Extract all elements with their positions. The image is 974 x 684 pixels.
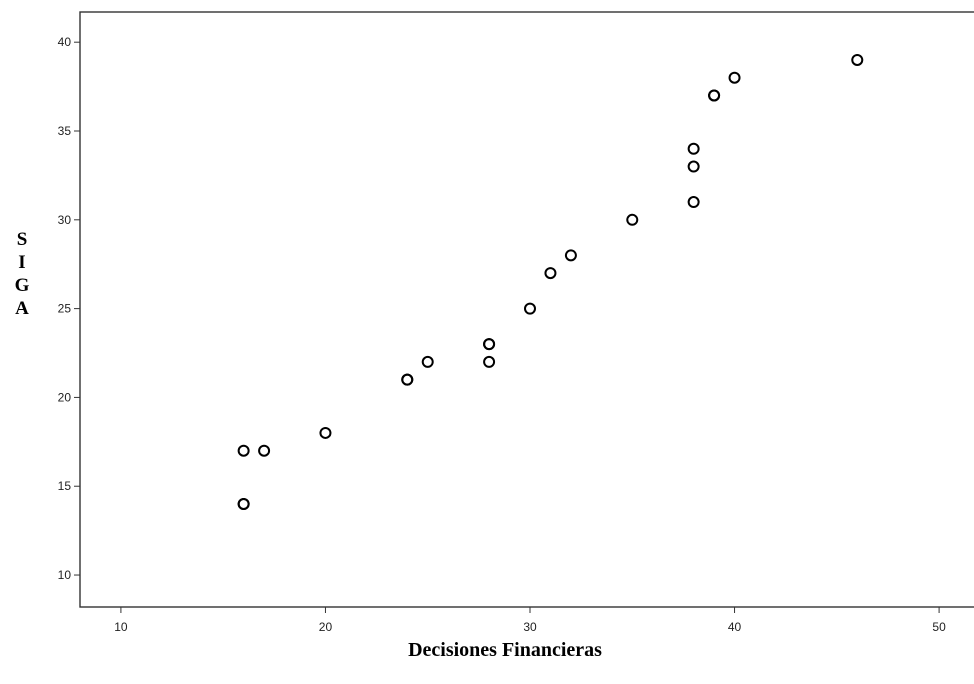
x-tick-label: 50 bbox=[932, 620, 946, 634]
data-point bbox=[564, 249, 577, 262]
data-point bbox=[544, 267, 557, 280]
x-tick-label: 20 bbox=[319, 620, 333, 634]
data-point bbox=[421, 355, 434, 368]
data-point bbox=[483, 355, 496, 368]
y-tick-label: 35 bbox=[58, 124, 72, 138]
data-point bbox=[401, 373, 414, 386]
y-axis-title-letter: S bbox=[17, 229, 28, 250]
data-point bbox=[708, 89, 721, 102]
data-point bbox=[687, 196, 700, 209]
data-points bbox=[237, 53, 864, 510]
x-axis-title: Decisiones Financieras bbox=[408, 639, 602, 661]
data-point bbox=[319, 426, 332, 439]
data-point bbox=[687, 142, 700, 155]
x-axis-ticks: 10 20 30 40 50 bbox=[114, 607, 946, 634]
y-tick-label: 15 bbox=[58, 479, 72, 493]
y-axis-title-letter: G bbox=[15, 275, 30, 296]
y-tick-label: 10 bbox=[58, 568, 72, 582]
y-tick-label: 30 bbox=[58, 213, 72, 227]
y-axis-ticks: 10 15 20 25 30 35 40 bbox=[58, 35, 80, 582]
y-axis-title-letter: A bbox=[15, 298, 29, 319]
y-tick-label: 25 bbox=[58, 302, 72, 316]
data-point bbox=[524, 302, 536, 315]
x-tick-label: 30 bbox=[523, 620, 537, 634]
data-point bbox=[687, 160, 700, 173]
data-point bbox=[483, 338, 496, 351]
data-point bbox=[851, 53, 864, 66]
data-point bbox=[258, 444, 271, 457]
plot-frame bbox=[79, 11, 974, 608]
y-tick-label: 40 bbox=[58, 35, 72, 49]
y-axis-title-letter: I bbox=[18, 252, 25, 273]
data-point bbox=[237, 497, 250, 510]
data-point bbox=[728, 71, 741, 84]
y-tick-label: 20 bbox=[58, 390, 72, 404]
x-tick-label: 10 bbox=[114, 620, 128, 634]
x-tick-label: 40 bbox=[728, 620, 742, 634]
data-point bbox=[237, 444, 250, 457]
data-point bbox=[626, 213, 639, 226]
